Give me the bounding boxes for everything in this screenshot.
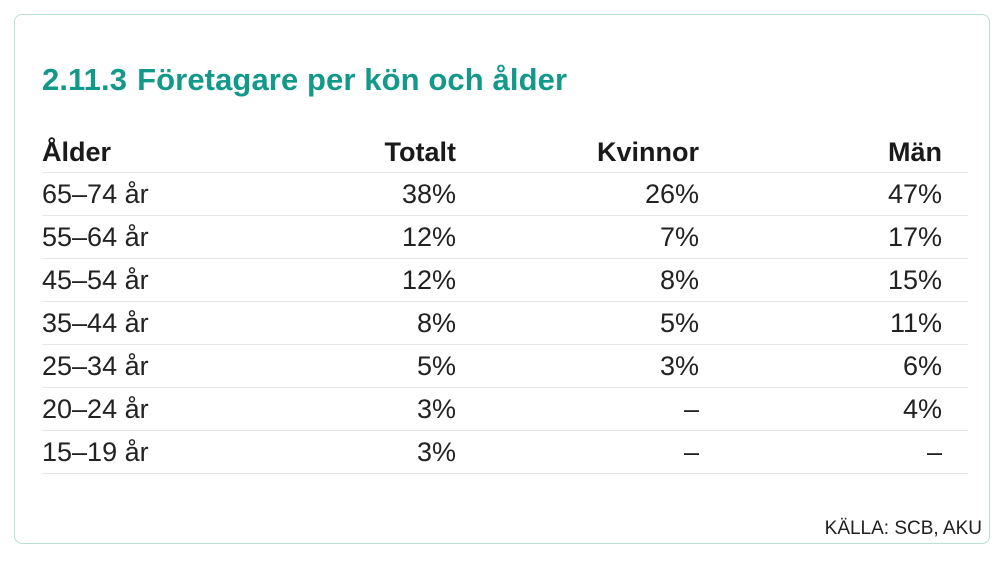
data-table: Ålder Totalt Kvinnor Män 65–74 år 38% 26… (42, 132, 968, 474)
header-women: Kvinnor (456, 132, 699, 173)
cell-men: 6% (699, 344, 942, 388)
cell-age: 20–24 år (42, 387, 242, 431)
cell-men: 17% (699, 215, 942, 259)
header-total: Totalt (242, 132, 456, 173)
cell-men: 15% (699, 258, 942, 302)
table-row: 65–74 år 38% 26% 47% (42, 172, 968, 216)
cell-total: 5% (242, 344, 456, 388)
cell-total: 3% (242, 430, 456, 474)
table-row: 20–24 år 3% – 4% (42, 387, 968, 431)
cell-spacer (942, 258, 968, 302)
cell-women: 3% (456, 344, 699, 388)
cell-men: 11% (699, 301, 942, 345)
cell-spacer (942, 215, 968, 259)
header-age: Ålder (42, 132, 242, 173)
cell-women: 26% (456, 172, 699, 216)
cell-men: – (699, 430, 942, 474)
cell-women: 8% (456, 258, 699, 302)
table-row: 55–64 år 12% 7% 17% (42, 215, 968, 259)
cell-women: 7% (456, 215, 699, 259)
page-title: 2.11.3 Företagare per kön och ålder (42, 62, 567, 98)
title-text: Företagare per kön och ålder (137, 62, 568, 97)
cell-age: 65–74 år (42, 172, 242, 216)
section-number: 2.11.3 (42, 62, 128, 97)
cell-spacer (942, 301, 968, 345)
table-header-row: Ålder Totalt Kvinnor Män (42, 132, 968, 173)
table-row: 25–34 år 5% 3% 6% (42, 344, 968, 388)
cell-age: 35–44 år (42, 301, 242, 345)
table-row: 35–44 år 8% 5% 11% (42, 301, 968, 345)
cell-spacer (942, 387, 968, 431)
header-spacer (942, 132, 968, 173)
cell-age: 15–19 år (42, 430, 242, 474)
cell-men: 4% (699, 387, 942, 431)
table-row: 45–54 år 12% 8% 15% (42, 258, 968, 302)
cell-total: 8% (242, 301, 456, 345)
cell-women: 5% (456, 301, 699, 345)
cell-total: 12% (242, 258, 456, 302)
cell-age: 55–64 år (42, 215, 242, 259)
cell-spacer (942, 430, 968, 474)
source-note: KÄLLA: SCB, AKU (824, 518, 982, 539)
table-row: 15–19 år 3% – – (42, 430, 968, 474)
cell-women: – (456, 387, 699, 431)
cell-age: 45–54 år (42, 258, 242, 302)
cell-total: 12% (242, 215, 456, 259)
cell-total: 38% (242, 172, 456, 216)
cell-men: 47% (699, 172, 942, 216)
cell-total: 3% (242, 387, 456, 431)
header-men: Män (699, 132, 942, 173)
cell-age: 25–34 år (42, 344, 242, 388)
cell-spacer (942, 344, 968, 388)
cell-spacer (942, 172, 968, 216)
cell-women: – (456, 430, 699, 474)
